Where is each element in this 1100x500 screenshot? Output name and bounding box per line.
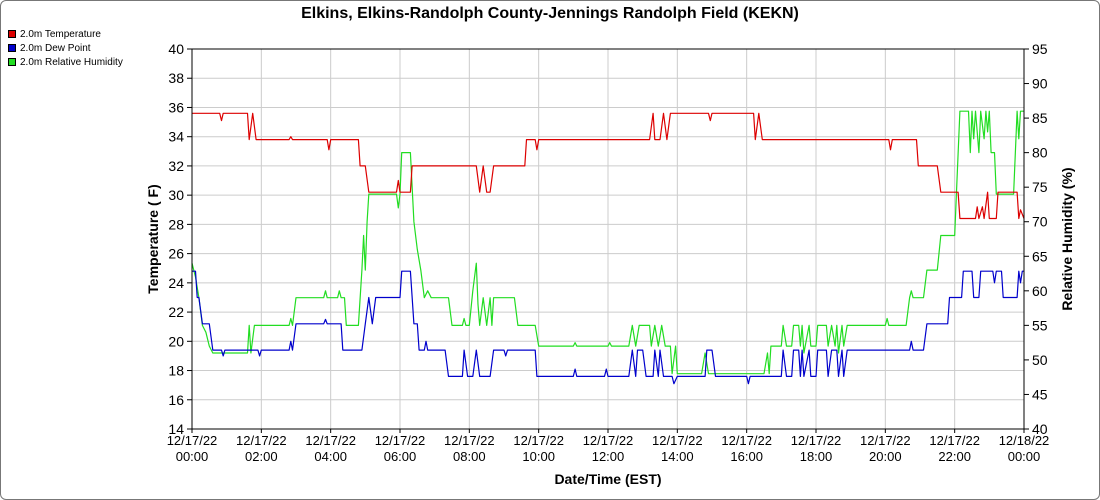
x-tick-label-time: 04:00 xyxy=(314,449,347,464)
legend-swatch-dew-point xyxy=(8,44,16,52)
y2-axis-label: Relative Humidity (%) xyxy=(1059,167,1075,310)
x-tick-label-time: 00:00 xyxy=(1008,449,1041,464)
y2-tick-label: 50 xyxy=(1032,352,1048,368)
x-tick-label-time: 22:00 xyxy=(938,449,971,464)
x-tick-label-time: 12:00 xyxy=(592,449,625,464)
x-axis-ticks: 12/17/2200:0012/17/2202:0012/17/2204:001… xyxy=(167,429,1050,464)
legend-label-relative-humidity: 2.0m Relative Humidity xyxy=(20,56,123,68)
x-tick-label-time: 18:00 xyxy=(800,449,833,464)
legend-swatch-temperature xyxy=(8,30,16,38)
y2-tick-label: 40 xyxy=(1032,421,1048,437)
x-tick-label-date: 12/17/22 xyxy=(860,433,911,448)
legend-item-relative-humidity: 2.0m Relative Humidity xyxy=(8,55,123,69)
y-tick-label: 34 xyxy=(168,129,184,145)
y2-tick-label: 75 xyxy=(1032,179,1048,195)
y2-tick-label: 85 xyxy=(1032,110,1048,126)
y-tick-label: 26 xyxy=(168,246,184,262)
y-tick-label: 20 xyxy=(168,333,184,349)
y-tick-label: 22 xyxy=(168,304,184,320)
x-tick-label-time: 02:00 xyxy=(245,449,278,464)
y-tick-label: 18 xyxy=(168,363,184,379)
y-axis-ticks: 14 16 18 20 22 24 26 28 30 32 34 36 38 40 xyxy=(168,41,192,437)
series-layer xyxy=(191,110,1025,385)
y2-tick-label: 70 xyxy=(1032,214,1048,230)
legend-item-temperature: 2.0m Temperature xyxy=(8,27,123,41)
chart-title: Elkins, Elkins-Randolph County-Jennings … xyxy=(301,5,799,22)
y-tick-label: 14 xyxy=(168,421,184,437)
y-axis-label: Temperature ( F) xyxy=(145,184,161,293)
x-tick-label-date: 12/17/22 xyxy=(167,433,218,448)
legend-swatch-relative-humidity xyxy=(8,58,16,66)
grid xyxy=(191,48,1025,430)
legend-label-temperature: 2.0m Temperature xyxy=(20,28,101,40)
x-tick-label-date: 12/17/22 xyxy=(375,433,426,448)
x-tick-label-time: 10:00 xyxy=(522,449,555,464)
y-tick-label: 16 xyxy=(168,392,184,408)
y2-tick-label: 45 xyxy=(1032,386,1048,402)
x-tick-label-date: 12/18/22 xyxy=(999,433,1050,448)
y-tick-label: 40 xyxy=(168,41,184,57)
x-tick-label-date: 12/17/22 xyxy=(236,433,287,448)
legend-item-dew-point: 2.0m Dew Point xyxy=(8,41,123,55)
y-tick-label: 28 xyxy=(168,216,184,232)
x-tick-label-time: 08:00 xyxy=(453,449,486,464)
x-tick-label-date: 12/17/22 xyxy=(652,433,703,448)
x-tick-label-date: 12/17/22 xyxy=(513,433,564,448)
x-tick-label-date: 12/17/22 xyxy=(721,433,772,448)
y2-tick-label: 90 xyxy=(1032,76,1048,92)
y-tick-label: 36 xyxy=(168,99,184,115)
series-line-dew-point xyxy=(192,270,1024,385)
x-tick-label-time: 14:00 xyxy=(661,449,694,464)
series-line-relative-humidity xyxy=(191,110,1024,375)
y2-axis-ticks: 40 45 50 55 60 65 70 75 80 85 90 95 xyxy=(1024,41,1048,437)
x-tick-label-date: 12/17/22 xyxy=(929,433,980,448)
y-tick-label: 32 xyxy=(168,158,184,174)
x-tick-label-time: 00:00 xyxy=(176,449,209,464)
y2-tick-label: 60 xyxy=(1032,283,1048,299)
x-tick-label-date: 12/17/22 xyxy=(305,433,356,448)
x-tick-label-time: 16:00 xyxy=(730,449,763,464)
y2-tick-label: 80 xyxy=(1032,145,1048,161)
y2-tick-label: 65 xyxy=(1032,248,1048,264)
x-tick-label-time: 06:00 xyxy=(384,449,417,464)
x-tick-label-time: 20:00 xyxy=(869,449,902,464)
x-tick-label-date: 12/17/22 xyxy=(583,433,634,448)
x-axis-label: Date/Time (EST) xyxy=(554,471,661,487)
x-tick-label-date: 12/17/22 xyxy=(791,433,842,448)
x-tick-label-date: 12/17/22 xyxy=(444,433,495,448)
y-tick-label: 24 xyxy=(168,275,184,291)
legend-label-dew-point: 2.0m Dew Point xyxy=(20,42,91,54)
legend: 2.0m Temperature 2.0m Dew Point 2.0m Rel… xyxy=(8,27,123,69)
y-tick-label: 38 xyxy=(168,70,184,86)
y2-tick-label: 55 xyxy=(1032,317,1048,333)
y2-tick-label: 95 xyxy=(1032,41,1048,57)
series-line-temperature xyxy=(192,112,1025,220)
y-tick-label: 30 xyxy=(168,187,184,203)
